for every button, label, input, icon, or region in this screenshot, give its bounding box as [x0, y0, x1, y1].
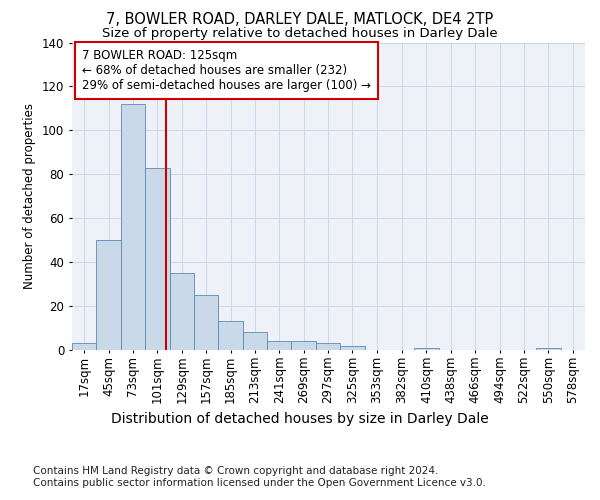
Bar [145, 168, 170, 350]
Bar [414, 348, 439, 350]
Bar [292, 341, 316, 350]
Text: 7 BOWLER ROAD: 125sqm
← 68% of detached houses are smaller (232)
29% of semi-det: 7 BOWLER ROAD: 125sqm ← 68% of detached … [82, 48, 371, 92]
Text: Contains public sector information licensed under the Open Government Licence v3: Contains public sector information licen… [33, 478, 486, 488]
Bar [340, 346, 365, 350]
Text: 7, BOWLER ROAD, DARLEY DALE, MATLOCK, DE4 2TP: 7, BOWLER ROAD, DARLEY DALE, MATLOCK, DE… [106, 12, 494, 28]
Text: Distribution of detached houses by size in Darley Dale: Distribution of detached houses by size … [111, 412, 489, 426]
Bar [194, 295, 218, 350]
Text: Size of property relative to detached houses in Darley Dale: Size of property relative to detached ho… [102, 28, 498, 40]
Y-axis label: Number of detached properties: Number of detached properties [23, 104, 37, 289]
Bar [243, 332, 267, 350]
Bar [97, 240, 121, 350]
Bar [170, 273, 194, 350]
Bar [218, 322, 243, 350]
Bar [267, 341, 292, 350]
Bar [536, 348, 560, 350]
Text: Contains HM Land Registry data © Crown copyright and database right 2024.: Contains HM Land Registry data © Crown c… [33, 466, 439, 476]
Bar [72, 344, 97, 350]
Bar [121, 104, 145, 350]
Bar [316, 344, 340, 350]
